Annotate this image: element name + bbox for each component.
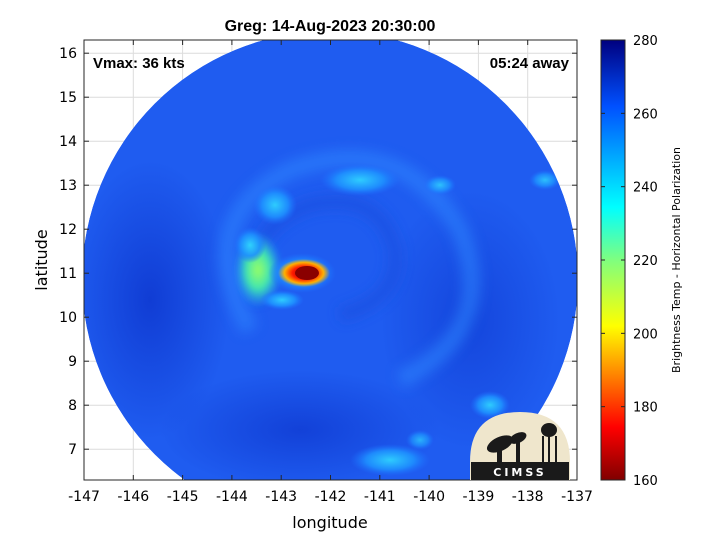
y-axis: 7 8 9 10 11 12 13 14 15 16 bbox=[59, 46, 577, 458]
rainband-west-upper bbox=[234, 227, 266, 263]
y-tick-label: 11 bbox=[59, 266, 77, 282]
y-tick-label: 9 bbox=[68, 354, 77, 370]
x-tick-label: -138 bbox=[512, 489, 544, 505]
x-tick-label: -143 bbox=[265, 489, 297, 505]
colorbar-tick-label: 240 bbox=[633, 181, 658, 196]
x-tick-label: -142 bbox=[315, 489, 347, 505]
colorbar-tick-label: 180 bbox=[633, 401, 658, 416]
convection-north bbox=[320, 164, 400, 196]
convection-northeast bbox=[424, 175, 456, 195]
y-tick-label: 8 bbox=[68, 398, 77, 414]
colorbar-tick-label: 280 bbox=[633, 34, 658, 49]
y-tick-label: 13 bbox=[59, 178, 77, 194]
convection-south bbox=[350, 444, 430, 476]
colorbar-tick-label: 160 bbox=[633, 474, 658, 489]
x-tick-label: -141 bbox=[364, 489, 396, 505]
x-tick-label: -147 bbox=[68, 489, 100, 505]
x-tick-label: -144 bbox=[216, 489, 248, 505]
rainband-west-lower bbox=[260, 290, 304, 310]
vmax-annotation: Vmax: 36 kts bbox=[93, 55, 185, 72]
y-axis-label: latitude bbox=[32, 229, 51, 290]
convection-southwest bbox=[406, 430, 434, 450]
y-tick-label: 12 bbox=[59, 222, 77, 238]
y-tick-label: 7 bbox=[68, 442, 77, 458]
colorbar-ticks: 280 260 240 220 200 180 160 bbox=[601, 34, 658, 489]
y-tick-label: 14 bbox=[59, 134, 77, 150]
x-axis-label: longitude bbox=[292, 513, 367, 532]
outer-dark-band-west bbox=[84, 160, 230, 440]
x-tick-label: -137 bbox=[561, 489, 593, 505]
water-tower-icon bbox=[541, 423, 557, 462]
colorbar-tick-label: 220 bbox=[633, 254, 658, 269]
colorbar-label: Brightness Temp - Horizontal Polarizatio… bbox=[670, 147, 683, 373]
y-tick-label: 15 bbox=[59, 90, 77, 106]
logo-ground bbox=[471, 462, 569, 480]
satellite-dish-icon bbox=[486, 432, 527, 462]
convection-northwest bbox=[253, 185, 297, 225]
chart-title: Greg: 14-Aug-2023 20:30:00 bbox=[225, 18, 436, 35]
spiral-band-outer bbox=[218, 149, 481, 389]
brightness-temp-swath bbox=[84, 40, 577, 480]
x-tick-label: -140 bbox=[413, 489, 445, 505]
convection-southeast bbox=[470, 391, 510, 419]
x-tick-label: -139 bbox=[463, 489, 495, 505]
x-tick-label: -146 bbox=[117, 489, 149, 505]
core-center bbox=[295, 266, 319, 280]
logo-text: CIMSS bbox=[493, 466, 546, 479]
y-tick-label: 10 bbox=[59, 310, 77, 326]
cimss-logo: CIMSS bbox=[470, 412, 570, 480]
x-tick-label: -145 bbox=[167, 489, 199, 505]
time-away-annotation: 05:24 away bbox=[490, 55, 570, 72]
x-axis: -147 -146 -145 -144 -143 -142 -141 -140 -139 -138… bbox=[68, 40, 593, 505]
colorbar-tick-label: 200 bbox=[633, 327, 658, 342]
convection-east bbox=[529, 170, 561, 190]
colorbar-tick-label: 260 bbox=[633, 107, 658, 122]
y-tick-label: 16 bbox=[59, 46, 77, 62]
